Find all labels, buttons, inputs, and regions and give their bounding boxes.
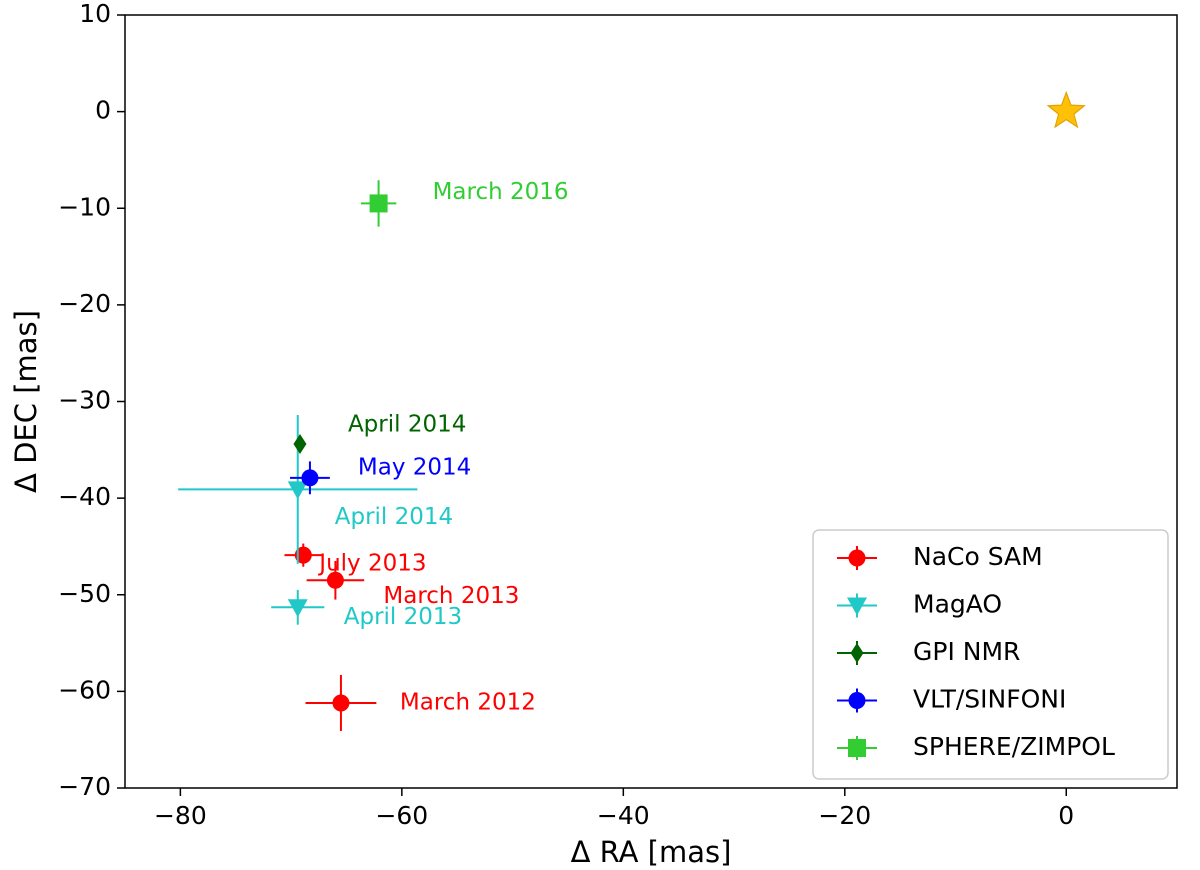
legend-marker (848, 549, 866, 567)
legend: NaCo SAM MagAO GPI NMR VLT/SINFONI SPHERE/ZI… (812, 529, 1169, 780)
x-tick-label: 0 (1058, 801, 1074, 830)
point-marker (326, 571, 344, 589)
y-axis-label: Δ DEC [mas] (9, 310, 43, 493)
point-marker (369, 194, 388, 213)
axes: −80 −60 −40 −20 0 −70 −60 −50 −40 −30 −20 −10 0 10 (58, 0, 1178, 830)
point-marker (332, 694, 350, 712)
legend-entry: VLT/SINFONI (837, 685, 1066, 714)
point-marker (293, 434, 307, 455)
point-marker (287, 481, 308, 500)
point-label: July 2013 (317, 551, 426, 577)
legend-label: GPI NMR (913, 637, 1020, 666)
y-tick-label: −50 (58, 579, 111, 608)
y-tick-label: −70 (58, 772, 111, 801)
y-tick-label: −30 (58, 386, 111, 415)
y-tick-label: 10 (79, 0, 111, 28)
legend-label: SPHERE/ZIMPOL (913, 732, 1115, 761)
legend-entry: SPHERE/ZIMPOL (837, 732, 1115, 761)
legend-marker (848, 692, 866, 709)
data-point (306, 560, 365, 600)
data-point (284, 543, 323, 567)
point-annotations: July 2013 March 2013 March 2012 April 2014 A… (317, 179, 568, 716)
point-label: May 2014 (358, 454, 471, 480)
y-tick-label: 0 (95, 96, 111, 125)
legend-entry: GPI NMR (837, 637, 1020, 666)
legend-entry: NaCo SAM (837, 542, 1043, 571)
legend-entry: MagAO (837, 590, 1002, 619)
point-label: April 2014 (348, 412, 466, 438)
data-point (293, 434, 307, 455)
plot-marks (178, 90, 1086, 731)
legend-box (812, 529, 1169, 780)
y-tick-label: −40 (58, 482, 111, 511)
data-point (289, 461, 330, 495)
point-marker (301, 469, 319, 487)
x-tick-label: −20 (818, 801, 871, 830)
x-tick-label: −60 (375, 801, 428, 830)
point-label: April 2014 (335, 504, 453, 530)
data-point (271, 589, 325, 625)
x-tick-label: −80 (154, 801, 207, 830)
legend-marker (848, 739, 866, 757)
legend-marker (847, 597, 867, 616)
y-tick-label: −20 (58, 289, 111, 318)
x-tick-label: −40 (597, 801, 650, 830)
x-axis-label: Δ RA [mas] (571, 835, 732, 869)
y-tick-label: −10 (58, 192, 111, 221)
point-marker (287, 599, 308, 618)
legend-label: MagAO (913, 590, 1002, 619)
y-tick-label: −60 (58, 675, 111, 704)
star-icon (1046, 90, 1086, 129)
point-label: March 2013 (383, 583, 519, 609)
legend-label: NaCo SAM (913, 542, 1043, 571)
data-point (305, 674, 377, 731)
data-point (360, 180, 397, 227)
point-label: April 2013 (344, 604, 462, 630)
point-label: March 2016 (433, 179, 569, 205)
point-marker (294, 546, 312, 564)
legend-label: VLT/SINFONI (913, 685, 1066, 714)
legend-marker (850, 643, 864, 663)
point-label: March 2012 (400, 689, 536, 715)
